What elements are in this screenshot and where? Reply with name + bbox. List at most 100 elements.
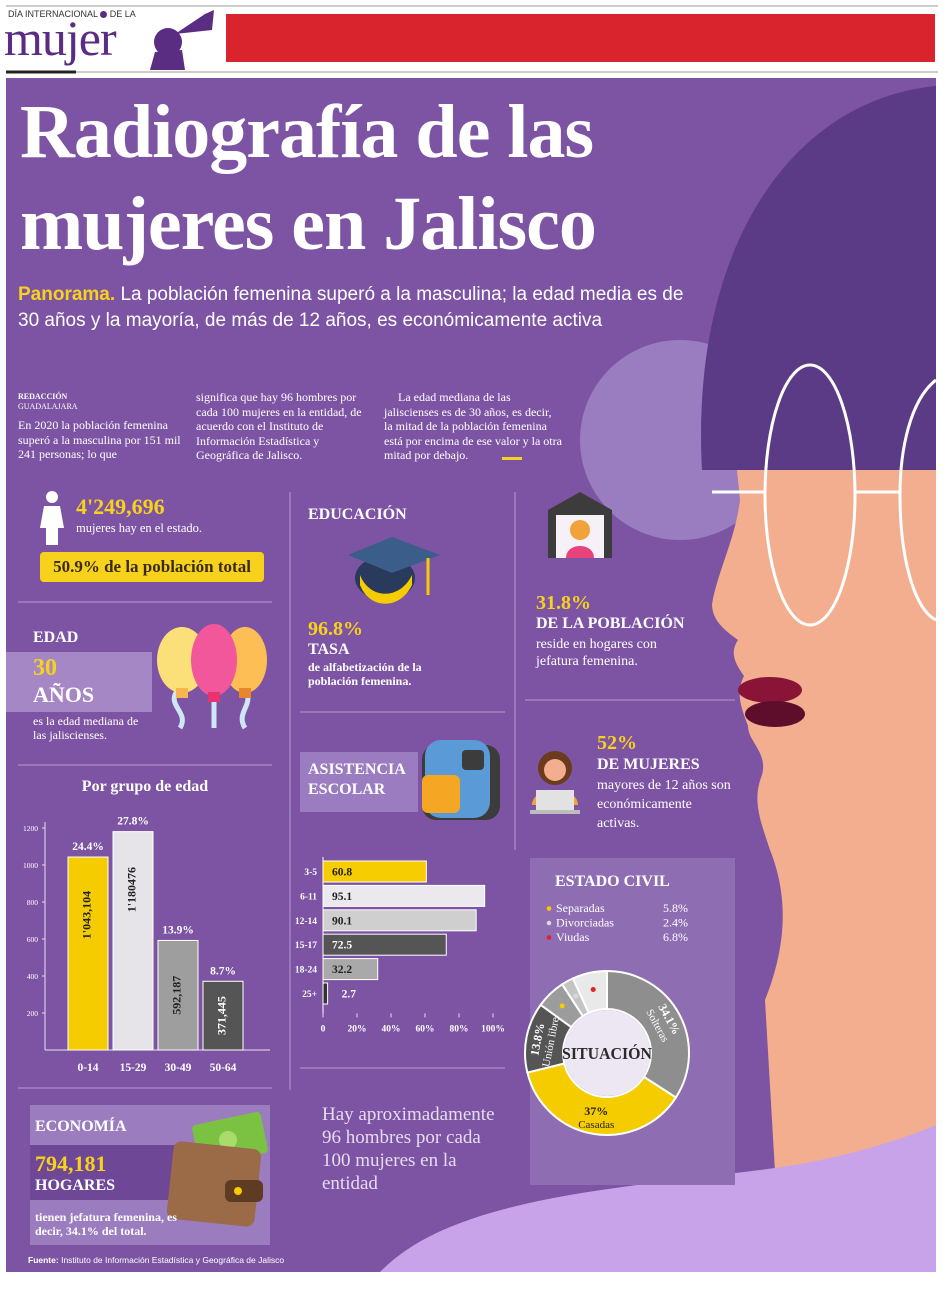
slice-value: 13.8% [527, 1022, 547, 1057]
kicker-text: DE LA [109, 9, 136, 19]
house-icon [548, 492, 612, 558]
paragraph: significa que hay 96 hombres por cada 10… [196, 390, 362, 462]
x-tick-label: 100% [481, 1024, 505, 1034]
stat-value: 794,181 [35, 1151, 107, 1176]
dot [100, 11, 108, 18]
lip [745, 701, 805, 727]
x-tick-label: 15-29 [120, 1062, 147, 1074]
legend-dot [546, 906, 552, 911]
author: REDACCIÓN [18, 392, 68, 401]
stat-text: de alfabetización de la población femeni… [308, 660, 422, 688]
chart-title: ESTADO CIVIL [555, 873, 670, 890]
shirt [380, 1125, 936, 1272]
slice-label: 37%Casadas [578, 1104, 614, 1131]
y-tick-label: 1000 [23, 861, 38, 870]
y-tick-label: 400 [27, 972, 39, 981]
value-label: 32.2 [332, 964, 352, 976]
slice-dot [573, 993, 579, 999]
share-label: 13.9% [162, 924, 194, 936]
donut-center [564, 1010, 650, 1096]
bar [112, 831, 154, 1051]
value-label: 60.8 [332, 867, 352, 879]
hat [701, 86, 936, 470]
y-tick-label: 18-24 [295, 966, 317, 976]
kicker: DÍA INTERNACIONAL DE LA [8, 9, 136, 19]
bar [322, 909, 477, 932]
slice [606, 969, 690, 1099]
chart-title: ASISTENCIA ESCOLAR [308, 761, 405, 798]
legend-value: 2.4% [663, 916, 688, 930]
bar [322, 982, 329, 1005]
byline: REDACCIÓN GUADALAJARA [18, 392, 78, 412]
bar [202, 980, 244, 1051]
value-label: 2.7 [342, 989, 357, 1001]
stat-title: DE MUJERES [597, 756, 700, 773]
legend-label: Separadas [556, 901, 605, 915]
glasses [898, 378, 937, 622]
section-label: EDUCACIÓN [308, 506, 407, 523]
bar [322, 958, 379, 981]
x-tick-label: 50-64 [210, 1062, 237, 1074]
worker-icon [530, 751, 580, 814]
red-banner [226, 14, 935, 62]
bar [322, 884, 486, 907]
x-tick-label: 0 [321, 1024, 326, 1034]
legend-value: 5.8% [663, 901, 688, 915]
band [300, 752, 418, 812]
source-label: Fuente: [28, 1255, 59, 1265]
stat-value: 31.8% [536, 592, 591, 614]
x-tick-label: 30-49 [165, 1062, 192, 1074]
subtitle-lead: Panorama. [18, 284, 116, 305]
stat-value: 30 [33, 655, 57, 681]
x-tick-label: 80% [450, 1024, 469, 1034]
y-tick-label: 1200 [23, 824, 38, 833]
title-line: Radiografía de las [20, 90, 594, 174]
subtitle: Panorama. La población femenina superó a… [18, 282, 698, 334]
legend-label: Viudas [556, 930, 590, 944]
value-label: 592,187 [170, 976, 184, 1015]
bar [322, 933, 447, 956]
y-tick-label: 12-14 [295, 917, 317, 927]
stat-value: 96.8% [308, 618, 363, 640]
stat-text: tienen jefatura femenina, es decir, 34.1… [35, 1210, 177, 1238]
title-line: mujeres en Jalisco [20, 182, 597, 266]
end-mark [502, 457, 522, 460]
y-tick-label: 25+ [302, 990, 317, 1000]
bar [157, 939, 199, 1051]
share-label: 24.4% [72, 841, 104, 853]
legend-dot [546, 935, 552, 940]
band [6, 652, 152, 712]
stat-text: es la edad mediana de las jaliscienses. [33, 714, 139, 742]
bar [322, 860, 427, 883]
dividers [18, 492, 735, 1090]
x-tick-label: 60% [416, 1024, 435, 1034]
glasses [763, 363, 857, 627]
x-tick-label: 20% [348, 1024, 367, 1034]
stat-text: mayores de 12 años son económicamente ac… [597, 778, 731, 831]
value-label: 95.1 [332, 891, 352, 903]
band [30, 1145, 190, 1200]
source-text: Instituto de Información Estadística y G… [61, 1255, 285, 1265]
center-label: SITUACIÓN [562, 1044, 653, 1063]
chart-title: Por grupo de edad [81, 778, 209, 795]
slice-dot [559, 1003, 565, 1009]
slice [526, 1062, 678, 1136]
wallet-icon [166, 1111, 268, 1227]
balloons-icon [157, 624, 267, 730]
face [712, 420, 936, 1172]
section-label: EDAD [33, 629, 79, 646]
backpack-icon [422, 740, 500, 820]
share-label: 8.7% [210, 965, 236, 977]
share-label: 27.8% [117, 816, 149, 828]
y-tick-label: 200 [27, 1009, 39, 1018]
bar [67, 856, 109, 1051]
slice-name: Casadas [578, 1119, 614, 1131]
section-label: ECONOMÍA [35, 1118, 127, 1135]
slice-dot [590, 986, 596, 992]
stat-unit: AÑOS [33, 682, 95, 707]
value-label: 72.5 [332, 940, 352, 952]
value-label: 1'180476 [125, 867, 139, 912]
